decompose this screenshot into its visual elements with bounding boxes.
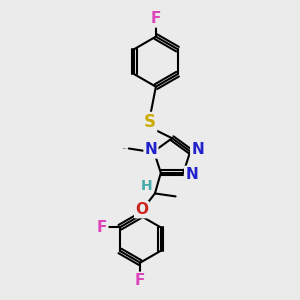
- Text: N: N: [145, 142, 157, 158]
- Text: methyl: methyl: [122, 148, 128, 149]
- Text: N: N: [191, 142, 204, 158]
- Text: H: H: [140, 179, 152, 193]
- Text: O: O: [135, 202, 148, 217]
- Text: N: N: [185, 167, 198, 182]
- Text: S: S: [144, 113, 156, 131]
- Text: F: F: [135, 273, 146, 288]
- Text: F: F: [97, 220, 107, 235]
- Text: F: F: [151, 11, 161, 26]
